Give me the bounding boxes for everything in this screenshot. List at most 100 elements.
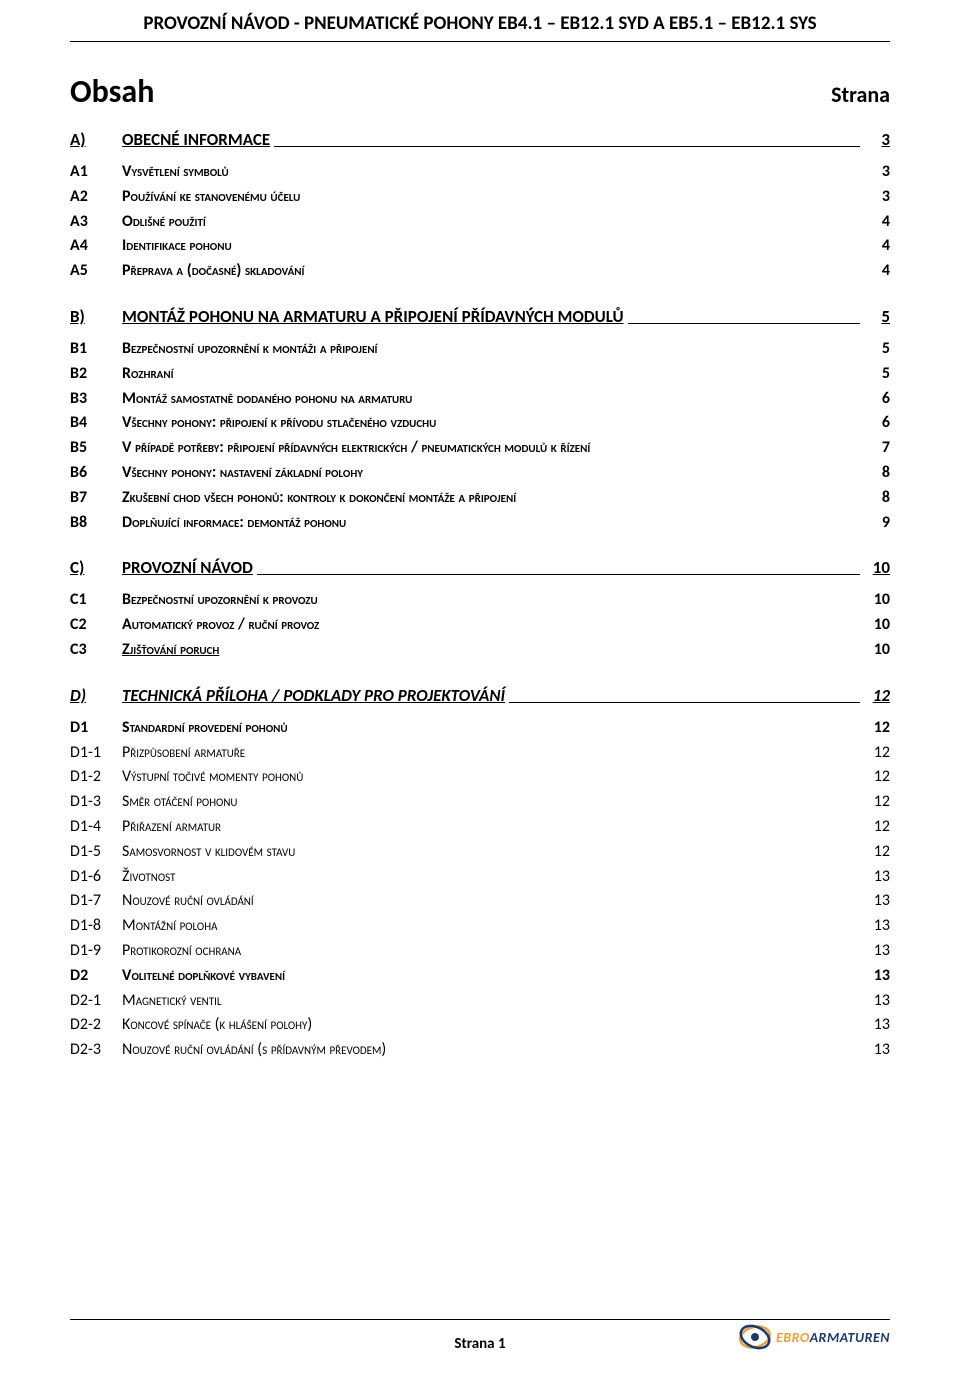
toc-item-page: 3 bbox=[864, 160, 890, 185]
toc-item-title: Volitelné doplňkové vybavení bbox=[122, 964, 864, 989]
toc-item-title: Přeprava a (dočasné) skladování bbox=[122, 259, 864, 284]
toc-item[interactable]: C3Zjišťování poruch10 bbox=[70, 638, 890, 663]
toc-item-page: 6 bbox=[864, 411, 890, 436]
toc-section-title-wrap: MONTÁŽ POHONU NA ARMATURU A PŘIPOJENÍ PŘ… bbox=[122, 306, 864, 327]
toc-item-code: D1-2 bbox=[70, 765, 122, 790]
toc-item-page: 10 bbox=[864, 613, 890, 638]
toc-item-code: C2 bbox=[70, 613, 122, 638]
header-divider bbox=[70, 41, 890, 42]
toc-item-page: 10 bbox=[864, 588, 890, 613]
toc-item[interactable]: B6Všechny pohony: nastavení základní pol… bbox=[70, 461, 890, 486]
toc-item-title: V případě potřeby: připojení přídavných … bbox=[122, 436, 864, 461]
toc-leader bbox=[509, 702, 860, 703]
toc-item-title: Protikorozní ochrana bbox=[122, 939, 864, 964]
toc-item-group: D1Standardní provedení pohonů12D1-1Přizp… bbox=[70, 716, 890, 1063]
toc-item-page: 9 bbox=[864, 511, 890, 536]
toc-item-group: A1Vysvětlení symbolů3A2Používání ke stan… bbox=[70, 160, 890, 284]
toc-item-page: 13 bbox=[864, 1013, 890, 1038]
toc-section-heading[interactable]: A)OBECNÉ INFORMACE3 bbox=[70, 129, 890, 150]
toc-item[interactable]: D2Volitelné doplňkové vybavení13 bbox=[70, 964, 890, 989]
footer-page-number: Strana 1 bbox=[454, 1335, 505, 1353]
toc-item-title: Vysvětlení symbolů bbox=[122, 160, 864, 185]
toc-item[interactable]: D1-1Přizpůsobení armatuře12 bbox=[70, 741, 890, 766]
toc-item[interactable]: B1Bezpečnostní upozornění k montáži a př… bbox=[70, 337, 890, 362]
toc-item[interactable]: B3Montáž samostatně dodaného pohonu na a… bbox=[70, 387, 890, 412]
toc-item-title: Přizpůsobení armatuře bbox=[122, 741, 864, 766]
toc-item-code: C3 bbox=[70, 638, 122, 663]
toc-item-page: 12 bbox=[864, 840, 890, 865]
toc-item-page: 13 bbox=[864, 989, 890, 1014]
toc-item[interactable]: D1-8Montážní poloha13 bbox=[70, 914, 890, 939]
toc-item-title: Nouzové ruční ovládání (s přídavným přev… bbox=[122, 1038, 864, 1063]
toc-item[interactable]: C2Automatický provoz / ruční provoz10 bbox=[70, 613, 890, 638]
toc-item-page: 4 bbox=[864, 210, 890, 235]
toc-item[interactable]: D2-2Koncové spínače (k hlášení polohy)13 bbox=[70, 1013, 890, 1038]
toc-section-heading[interactable]: C)PROVOZNÍ NÁVOD10 bbox=[70, 557, 890, 578]
toc-item[interactable]: D1Standardní provedení pohonů12 bbox=[70, 716, 890, 741]
toc-item-code: D2-1 bbox=[70, 989, 122, 1014]
toc-item-title: Životnost bbox=[122, 865, 864, 890]
toc-item-code: D2 bbox=[70, 964, 122, 989]
toc-heading: Obsah bbox=[70, 72, 154, 111]
toc-item[interactable]: A4Identifikace pohonu4 bbox=[70, 234, 890, 259]
toc-item-code: D1-1 bbox=[70, 741, 122, 766]
toc-item[interactable]: D2-1Magnetický ventil13 bbox=[70, 989, 890, 1014]
toc-item[interactable]: D1-5Samosvornost v klidovém stavu12 bbox=[70, 840, 890, 865]
toc-item-page: 12 bbox=[864, 790, 890, 815]
toc-item-title: Odlišné použití bbox=[122, 210, 864, 235]
toc-section-code: D) bbox=[70, 685, 122, 706]
toc-item-page: 5 bbox=[864, 362, 890, 387]
toc-section-page: 3 bbox=[864, 129, 890, 150]
toc-item-code: B3 bbox=[70, 387, 122, 412]
toc-item-code: B2 bbox=[70, 362, 122, 387]
toc-item[interactable]: A2Používání ke stanovenému účelu3 bbox=[70, 185, 890, 210]
toc-item[interactable]: A3Odlišné použití4 bbox=[70, 210, 890, 235]
toc-section-title-wrap: TECHNICKÁ PŘÍLOHA / PODKLADY PRO PROJEKT… bbox=[122, 685, 864, 706]
toc-item[interactable]: D1-4Přiřazení armatur12 bbox=[70, 815, 890, 840]
toc-item[interactable]: D1-3Směr otáčení pohonu12 bbox=[70, 790, 890, 815]
toc-leader bbox=[628, 323, 860, 324]
toc-item[interactable]: C1Bezpečnostní upozornění k provozu10 bbox=[70, 588, 890, 613]
toc-item[interactable]: B7Zkušební chod všech pohonů: kontroly k… bbox=[70, 486, 890, 511]
toc-item-code: D1-3 bbox=[70, 790, 122, 815]
toc-item[interactable]: B5V případě potřeby: připojení přídavnýc… bbox=[70, 436, 890, 461]
toc-item-code: B4 bbox=[70, 411, 122, 436]
toc-item-page: 12 bbox=[864, 765, 890, 790]
toc-section-title: PROVOZNÍ NÁVOD bbox=[122, 557, 253, 578]
toc-item-code: A5 bbox=[70, 259, 122, 284]
toc-item[interactable]: B2Rozhraní5 bbox=[70, 362, 890, 387]
toc-item-code: C1 bbox=[70, 588, 122, 613]
toc-item-title: Samosvornost v klidovém stavu bbox=[122, 840, 864, 865]
toc-heading-row: Obsah Strana bbox=[70, 72, 890, 111]
toc-item-code: B5 bbox=[70, 436, 122, 461]
toc-item-title: Směr otáčení pohonu bbox=[122, 790, 864, 815]
toc-item[interactable]: D2-3Nouzové ruční ovládání (s přídavným … bbox=[70, 1038, 890, 1063]
toc-item[interactable]: D1-9Protikorozní ochrana13 bbox=[70, 939, 890, 964]
toc-item[interactable]: B4Všechny pohony: připojení k přívodu st… bbox=[70, 411, 890, 436]
toc-item[interactable]: A1Vysvětlení symbolů3 bbox=[70, 160, 890, 185]
toc-item-title: Montážní poloha bbox=[122, 914, 864, 939]
toc-section-page: 12 bbox=[864, 685, 890, 706]
toc-item-code: B7 bbox=[70, 486, 122, 511]
toc-item-title: Všechny pohony: připojení k přívodu stla… bbox=[122, 411, 864, 436]
toc-item-code: D1-7 bbox=[70, 889, 122, 914]
toc-item-title: Magnetický ventil bbox=[122, 989, 864, 1014]
toc-item[interactable]: B8Doplňující informace: demontáž pohonu9 bbox=[70, 511, 890, 536]
toc-section-heading[interactable]: B)MONTÁŽ POHONU NA ARMATURU A PŘIPOJENÍ … bbox=[70, 306, 890, 327]
toc-item-page: 13 bbox=[864, 889, 890, 914]
toc-item-code: D1-6 bbox=[70, 865, 122, 890]
toc-section-code: B) bbox=[70, 306, 122, 327]
toc-item[interactable]: A5Přeprava a (dočasné) skladování4 bbox=[70, 259, 890, 284]
toc-item[interactable]: D1-2Výstupní točivé momenty pohonů12 bbox=[70, 765, 890, 790]
toc-item-code: D2-3 bbox=[70, 1038, 122, 1063]
toc-leader bbox=[274, 146, 860, 147]
toc-item-page: 4 bbox=[864, 259, 890, 284]
toc-item-page: 13 bbox=[864, 939, 890, 964]
toc-item-title: Rozhraní bbox=[122, 362, 864, 387]
toc-page-column-label: Strana bbox=[831, 81, 890, 108]
toc-item[interactable]: D1-7Nouzové ruční ovládání13 bbox=[70, 889, 890, 914]
toc-section-heading[interactable]: D)TECHNICKÁ PŘÍLOHA / PODKLADY PRO PROJE… bbox=[70, 685, 890, 706]
toc-item-code: A4 bbox=[70, 234, 122, 259]
toc-section-title-wrap: PROVOZNÍ NÁVOD bbox=[122, 557, 864, 578]
toc-item[interactable]: D1-6Životnost13 bbox=[70, 865, 890, 890]
